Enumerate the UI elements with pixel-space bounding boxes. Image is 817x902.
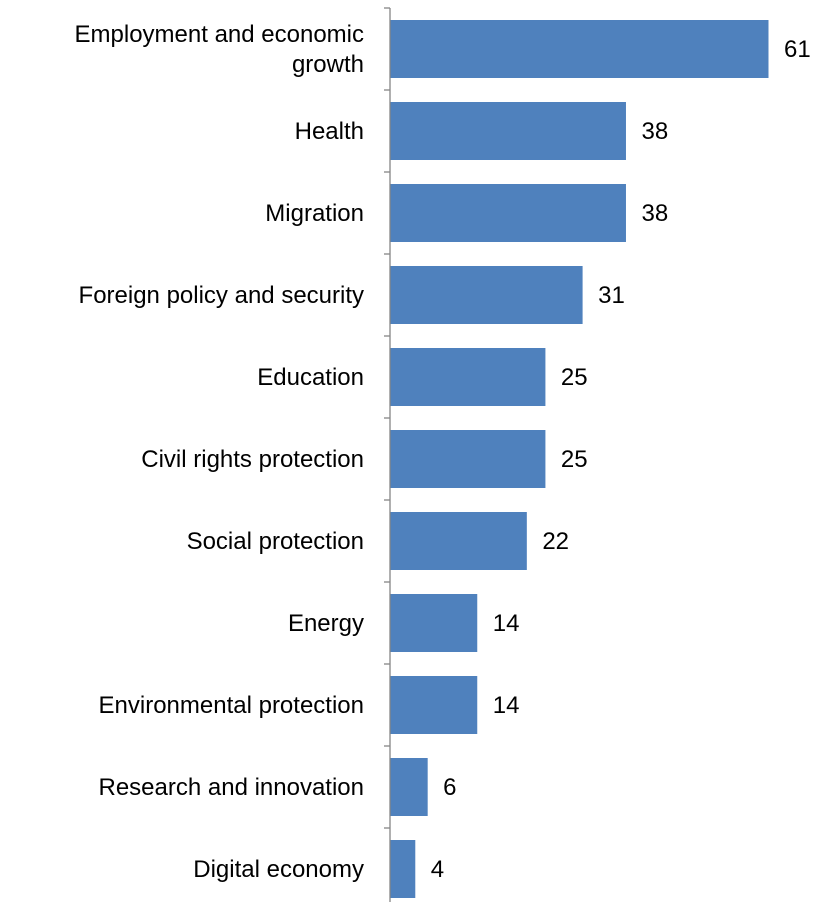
category-label-5: Civil rights protection [141, 446, 364, 473]
category-label-3: Foreign policy and security [79, 282, 364, 309]
value-labels-group: 61 38 38 31 25 25 22 14 14 6 4 [431, 36, 811, 883]
category-label-9: Research and innovation [98, 774, 364, 801]
category-label-10: Digital economy [193, 856, 364, 883]
bar-8 [390, 676, 478, 734]
data-label-9: 6 [443, 774, 456, 801]
data-label-1: 38 [641, 118, 668, 145]
bar-1 [390, 102, 626, 160]
bar-9 [390, 758, 428, 816]
data-label-10: 4 [431, 856, 444, 883]
bar-2 [390, 184, 626, 242]
data-label-4: 25 [561, 364, 588, 391]
bar-5 [390, 430, 546, 488]
data-label-3: 31 [598, 282, 625, 309]
bar-3 [390, 266, 583, 324]
bar-6 [390, 512, 527, 570]
category-label-2: Migration [265, 200, 364, 227]
bar-0 [390, 20, 769, 78]
bar-4 [390, 348, 546, 406]
category-label-4: Education [257, 364, 364, 391]
category-label-0: Employment and economic growth [75, 21, 364, 78]
data-label-8: 14 [493, 692, 520, 719]
category-label-8: Environmental protection [99, 692, 364, 719]
category-label-1: Health [295, 118, 364, 145]
category-label-6: Social protection [187, 528, 364, 555]
data-label-2: 38 [641, 200, 668, 227]
bars-group [390, 20, 769, 898]
category-labels-group: Employment and economic growth Health Migra… [75, 21, 364, 883]
category-axis [384, 7, 391, 902]
data-label-7: 14 [493, 610, 520, 637]
bar-7 [390, 594, 478, 652]
bar-10 [390, 840, 416, 898]
data-label-6: 22 [542, 528, 569, 555]
data-label-0: 61 [784, 36, 811, 63]
category-label-7: Energy [288, 610, 364, 637]
data-label-5: 25 [561, 446, 588, 473]
